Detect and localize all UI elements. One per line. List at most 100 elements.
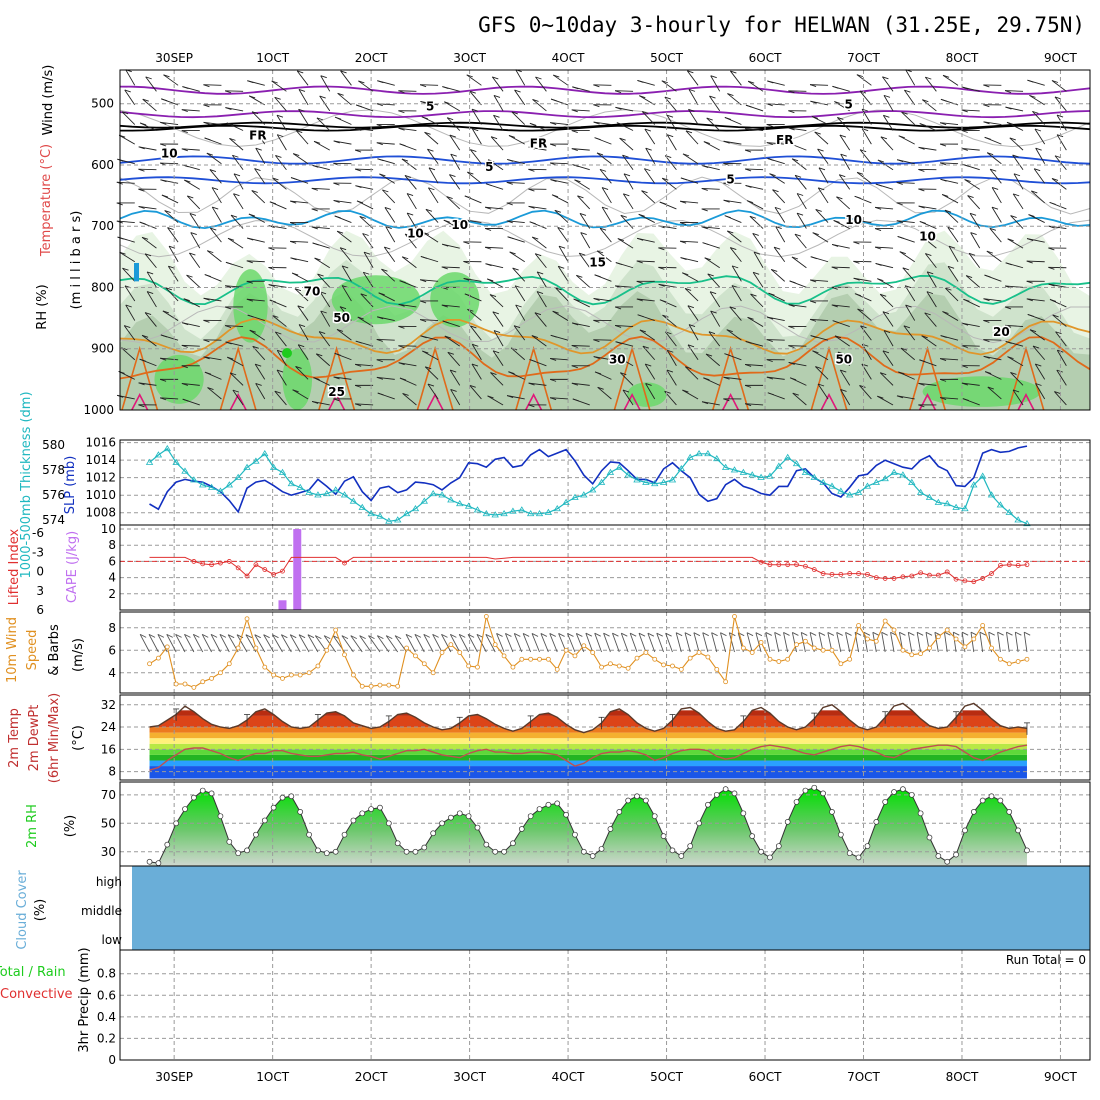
wind-barb-flag [316,353,323,357]
wind-barb [320,310,331,327]
wind-barb-flag [557,227,564,230]
wind-barb-flag [1049,201,1056,205]
thickness-point [535,509,544,517]
thickness-point [580,491,588,498]
wind-barb-flag [255,363,262,367]
lifted-index-point [209,562,214,568]
wind-barb-flag [794,233,802,237]
wind-barb [186,274,201,288]
wind-barb-flag [916,631,924,636]
thickness-tick: 578 [42,463,65,477]
wind-barb-flag [555,287,562,291]
lifted-index-point [865,571,870,577]
wind-barb-flag [189,252,196,256]
wind-barb-flag [897,159,904,163]
wind-barb [355,127,374,131]
wind-barb-flag [121,111,129,115]
wind-barb [682,389,699,400]
wind-barb-flag [832,320,839,324]
wind-barb [492,350,504,367]
wind-barb-flag [788,90,795,94]
wind-barb [1009,137,1024,151]
wind-barb-flag [766,316,774,320]
wind-barb-flag [447,351,454,355]
wind-barb [1051,80,1067,92]
wind-barb-flag [181,344,188,348]
thickness-point [642,478,650,485]
wind-barb-flag [769,173,776,177]
y-axis-labels: Wind (m/s)Temperature (°C)RH (%) (m i l l… [0,65,92,1053]
wind-barb-flag [789,377,797,381]
rh-point [332,848,339,855]
wind-barb [720,632,727,653]
wind-barb [875,246,894,249]
wind-barb [687,305,699,321]
wind-barb [522,633,532,653]
wind-barb [883,95,894,112]
wind-barb-flag [642,345,650,349]
wind-barb-flag [405,633,413,638]
wind-barb-flag [658,247,665,251]
wind-barb [249,329,266,341]
wind-barb-flag [319,331,326,335]
wind-barb [664,155,677,171]
wind-barb-flag [845,632,852,636]
wind-speed-point [980,623,986,628]
wind-tick: 4 [108,666,116,680]
wind-speed-point [200,679,206,685]
thickness-point [491,511,499,518]
wind-barb-flag [961,365,968,369]
wind-barb [203,356,222,361]
wind-barb [139,634,150,653]
wind-barb-flag [983,121,990,125]
wind-barb-flag [702,165,709,169]
wind-barb-flag [809,632,817,636]
wind-barb-flag [531,633,539,637]
wind-barb [904,285,916,302]
wind-barb [192,634,204,653]
wind-barb-flag [355,128,362,131]
rh-point [217,813,224,820]
wind-barb [831,266,850,269]
wind-barb-flag [771,269,778,272]
wind-barb-flag [724,215,731,219]
thickness-point [934,498,943,505]
wind-barb [769,173,785,184]
wind-barb-flag [766,103,773,107]
wind-barb [727,93,742,106]
wind-barb [531,633,540,653]
wind-barb-flag [667,134,674,138]
wind-barb [229,138,244,151]
rh-point [412,848,419,855]
wind-barb [940,397,959,400]
wind-barb-flag [422,231,430,235]
wind-barb-flag [528,168,535,172]
wind-barb-flag [1013,193,1020,197]
temperature-contour [119,176,1091,185]
wind-barb-flag [206,152,214,156]
temp-band [149,766,1027,779]
rh-point [244,847,250,854]
wind-barb-flag [419,300,427,304]
lifted-index-point [918,570,924,576]
wind-barb-flag [623,193,630,197]
wind-speed-point [1006,661,1012,667]
thickness-point [1014,516,1022,523]
wind-barb-flag [398,90,405,94]
wind-barb-flag [233,173,241,177]
thickness-point [385,517,393,524]
wind-barb-flag [614,306,622,310]
wind-speed-point [475,664,480,670]
wind-barb-flag [529,359,536,362]
rh-point [935,853,942,859]
rh-point [589,853,596,859]
cape-tick: 8 [108,538,116,552]
wind-barb [144,253,157,269]
surface-hot-contour [623,392,641,411]
wind-speed-point [572,653,578,659]
wind-barb-flag [645,147,652,151]
wind-barb-flag [511,111,518,115]
rh-point [767,854,773,861]
wind-barb [796,193,807,210]
temp-tick: 16 [101,742,116,756]
